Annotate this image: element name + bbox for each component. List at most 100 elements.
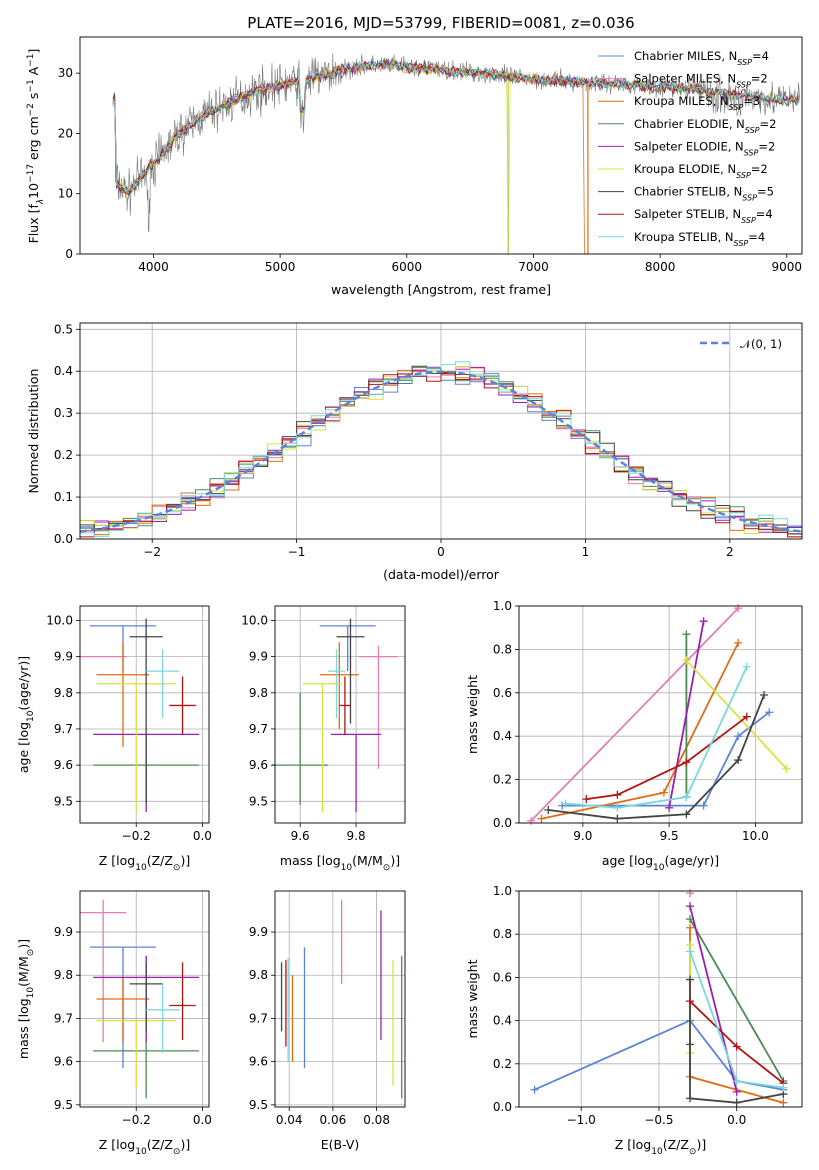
- weight-line: [586, 715, 748, 800]
- y-axis-label: mass weight: [465, 675, 480, 754]
- spectrum-model-line: [112, 57, 587, 255]
- x-tick-label: 0.0: [193, 829, 212, 843]
- weight-line: [565, 666, 748, 809]
- x-tick-label: 9.8: [347, 829, 366, 843]
- x-tick-label: 9.5: [660, 829, 679, 843]
- y-tick-label: 9.7: [54, 722, 73, 736]
- axes-frame: [274, 890, 406, 1108]
- x-tick-label: 5000: [265, 260, 296, 274]
- weight-marker: [659, 788, 668, 797]
- weight-marker: [682, 630, 691, 639]
- histogram-step: [80, 361, 802, 537]
- y-axis-label: Normed distribution: [26, 369, 41, 494]
- y-tick-label: 0.1: [54, 490, 73, 504]
- weight-marker: [734, 604, 743, 613]
- weight-marker: [732, 1087, 741, 1096]
- x-tick-label: 1: [582, 545, 590, 559]
- weight-line: [530, 607, 739, 822]
- y-tick-label: 0.4: [493, 1014, 512, 1028]
- weight-marker: [686, 975, 695, 984]
- x-axis-label: Z [log10(Z/Z⊙)]: [99, 853, 190, 873]
- weight-marker: [682, 758, 691, 767]
- weight-marker: [561, 799, 570, 808]
- x-tick-label: 9.6: [291, 829, 310, 843]
- axes-frame: [79, 605, 210, 824]
- x-tick-label: −2: [143, 545, 161, 559]
- x-tick-label: 0.04: [276, 1113, 303, 1127]
- x-tick-label: −0.5: [644, 1113, 673, 1127]
- axes-frame: [518, 605, 803, 824]
- y-tick-label: 0.2: [493, 773, 512, 787]
- x-tick-label: 8000: [645, 260, 676, 274]
- x-tick-label: −0.2: [122, 829, 151, 843]
- weight-marker: [686, 902, 695, 911]
- legend-label: Chabrier MILES, NSSP=4: [634, 49, 769, 67]
- y-tick-label: 0.5: [54, 322, 73, 336]
- y-tick-label: 9.9: [54, 925, 73, 939]
- y-tick-label: 9.5: [249, 794, 268, 808]
- x-tick-label: −1: [288, 545, 306, 559]
- spectrum-model-line: [112, 59, 800, 194]
- weight-line: [548, 694, 765, 820]
- x-tick-label: −1.0: [567, 1113, 596, 1127]
- weight-marker: [760, 690, 769, 699]
- weight-marker: [544, 805, 553, 814]
- weight-marker: [686, 1040, 695, 1049]
- y-tick-label: 0.0: [493, 1100, 512, 1114]
- legend-label: Chabrier ELODIE, NSSP=2: [634, 117, 776, 135]
- weight-marker: [682, 792, 691, 801]
- x-tick-label: 2: [726, 545, 734, 559]
- y-tick-label: 1.0: [493, 884, 512, 898]
- weight-marker: [686, 923, 695, 932]
- y-tick-label: 0.4: [493, 729, 512, 743]
- x-axis-label: wavelength [Angstrom, rest frame]: [331, 282, 551, 297]
- axes-frame: [79, 36, 803, 255]
- weight-marker: [765, 708, 774, 717]
- weight-marker: [613, 803, 622, 812]
- x-axis-label: Z [log10(Z/Z⊙)]: [615, 1137, 706, 1157]
- y-tick-label: 9.6: [249, 758, 268, 772]
- y-tick-label: 0.8: [493, 927, 512, 941]
- weight-marker: [779, 1098, 788, 1107]
- weight-marker: [686, 947, 695, 956]
- weight-marker: [686, 1094, 695, 1103]
- weight-marker: [613, 790, 622, 799]
- legend-label: Salpeter ELODIE, NSSP=2: [634, 139, 775, 157]
- weight-marker: [613, 814, 622, 823]
- weight-marker: [686, 997, 695, 1006]
- spectrum-model-line: [112, 60, 800, 195]
- weight-marker: [734, 638, 743, 647]
- x-axis-label: age [log10(age/yr)]: [602, 853, 719, 873]
- x-axis-label: (data-model)/error: [383, 567, 500, 582]
- y-axis-label: age [log10(age/yr)]: [16, 656, 36, 773]
- x-tick-label: −0.2: [122, 1113, 151, 1127]
- x-tick-label: 6000: [392, 260, 423, 274]
- y-tick-label: 0.0: [54, 532, 73, 546]
- weight-marker: [527, 816, 536, 825]
- weight-marker: [537, 814, 546, 823]
- y-tick-label: 9.8: [249, 686, 268, 700]
- weight-marker: [582, 795, 591, 804]
- y-tick-label: 9.7: [249, 722, 268, 736]
- legend-label: 𝒩(0, 1): [740, 337, 782, 351]
- chart-title: PLATE=2016, MJD=53799, FIBERID=0081, z=0…: [247, 14, 634, 32]
- weight-marker: [734, 756, 743, 765]
- y-axis-label: mass weight: [465, 959, 480, 1038]
- axes-frame: [518, 890, 803, 1108]
- y-tick-label: 30: [58, 66, 73, 80]
- y-tick-label: 9.6: [249, 1055, 268, 1069]
- y-tick-label: 0.6: [493, 686, 512, 700]
- y-tick-label: 9.5: [54, 1098, 73, 1112]
- y-tick-label: 0.2: [54, 448, 73, 462]
- x-axis-label: E(B-V): [321, 1137, 360, 1152]
- y-tick-label: 1.0: [493, 599, 512, 613]
- weight-marker: [699, 617, 708, 626]
- x-tick-label: 10.0: [742, 829, 769, 843]
- normal-curve: [79, 370, 803, 533]
- weight-marker: [686, 889, 695, 898]
- y-tick-label: 0.3: [54, 406, 73, 420]
- axes-frame: [274, 605, 406, 824]
- x-tick-label: 0: [437, 545, 445, 559]
- weight-marker: [732, 1098, 741, 1107]
- y-tick-label: 0.4: [54, 364, 73, 378]
